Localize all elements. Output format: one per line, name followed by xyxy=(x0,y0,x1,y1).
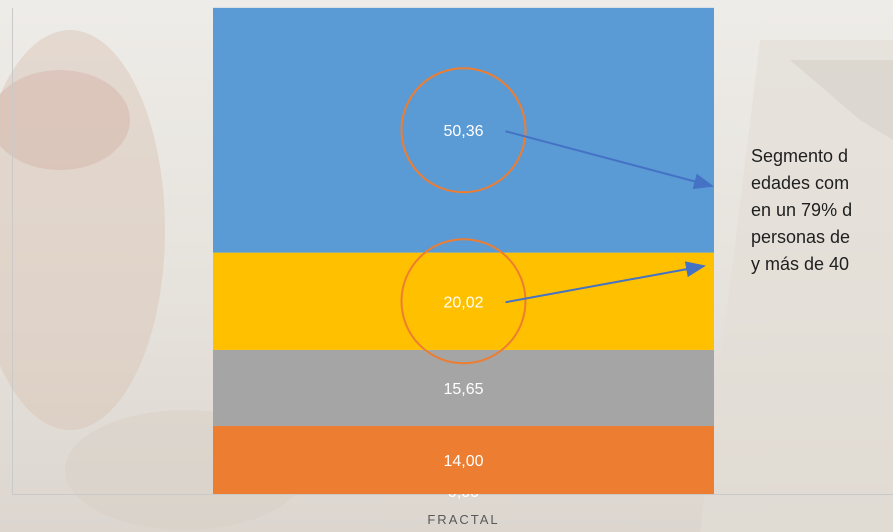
annotation-line: edades com xyxy=(751,173,850,193)
highlight-circle xyxy=(400,238,527,365)
data-label: 20,02 xyxy=(443,294,483,311)
bar-segment xyxy=(213,252,714,350)
annotation-line: y más de 40 xyxy=(751,254,850,274)
annotation-text: Segmento d edades com en un 79% d person… xyxy=(751,143,893,278)
bar-segment xyxy=(213,425,714,494)
annotation-arrow xyxy=(505,130,714,190)
y-axis-line xyxy=(12,8,13,495)
data-label: 14,00 xyxy=(443,453,483,470)
data-label: 15,65 xyxy=(443,381,483,398)
annotation-arrow xyxy=(505,261,706,304)
bar-segment xyxy=(213,7,714,253)
highlight-circle xyxy=(400,67,527,194)
annotation-line: Segmento d xyxy=(751,146,849,166)
x-axis-line xyxy=(12,494,893,495)
annotation-line: en un 79% d xyxy=(751,200,853,220)
data-label: 50,36 xyxy=(443,123,483,140)
category-label: FRACTAL xyxy=(427,512,500,527)
annotation-line: personas de xyxy=(751,227,851,247)
